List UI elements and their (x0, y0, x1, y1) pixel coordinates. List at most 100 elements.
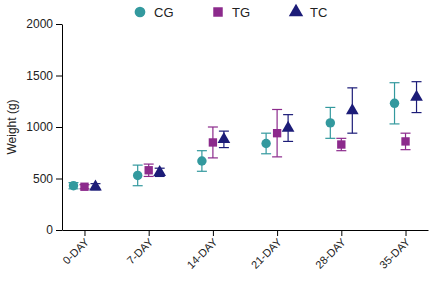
legend-label: CG (154, 5, 174, 20)
error-cap (390, 82, 400, 83)
error-cap (283, 114, 293, 115)
tick-label: 7-DAY (124, 235, 155, 266)
tick-mark (341, 230, 342, 236)
tick-label: 0-DAY (60, 235, 91, 266)
point (282, 121, 295, 132)
point (337, 140, 345, 148)
tick: 0-DAY (60, 230, 91, 266)
error-cap (272, 156, 282, 157)
tick-label: 21-DAY (249, 235, 285, 271)
legend-marker (289, 4, 303, 16)
error-cap (133, 165, 143, 166)
error-cap (347, 87, 357, 88)
tick-mark (56, 230, 62, 231)
tick-mark (56, 179, 62, 180)
tick-mark (277, 230, 278, 236)
tick-mark (84, 230, 85, 236)
error-cap (272, 109, 282, 110)
legend-marker (135, 7, 146, 18)
error-cap (283, 141, 293, 142)
error-cap (347, 133, 357, 134)
error-bar (272, 109, 282, 156)
tick-label: 500 (33, 172, 53, 186)
error-cap (197, 171, 207, 172)
error-cap (219, 131, 229, 132)
error-cap (336, 150, 346, 151)
error-bar (401, 133, 411, 149)
axis-line (62, 25, 63, 231)
error-cap (219, 147, 229, 148)
point (69, 181, 78, 190)
error-bar (261, 133, 271, 154)
error-cap (144, 163, 154, 164)
legend-item: TC (289, 4, 328, 20)
tick-mark (56, 24, 62, 25)
point (89, 179, 102, 190)
error-cap (197, 150, 207, 151)
tick: 21-DAY (249, 230, 285, 271)
point (145, 166, 153, 174)
legend: CG TG TC (135, 4, 328, 20)
point (410, 90, 423, 101)
error-cap (208, 157, 218, 158)
point (153, 165, 166, 176)
error-bar (208, 127, 218, 158)
series (79, 109, 410, 190)
tick-label: 35-DAY (377, 235, 413, 271)
legend-item: TG (213, 5, 250, 20)
tick-label: 0 (46, 223, 53, 237)
axis-line (63, 230, 429, 231)
tick: 14-DAY (184, 230, 220, 271)
error-cap (401, 149, 411, 150)
point (197, 156, 206, 165)
legend-item: CG (135, 5, 174, 20)
error-cap (325, 138, 335, 139)
legend-label: TG (232, 5, 250, 20)
error-cap (390, 123, 400, 124)
error-cap (208, 126, 218, 127)
tick-mark (149, 230, 150, 236)
error-cap (401, 133, 411, 134)
error-cap (412, 81, 422, 82)
point (261, 139, 270, 148)
tick-label: 14-DAY (184, 235, 220, 271)
tick: 1000 (26, 120, 62, 134)
tick-label: 2000 (26, 17, 53, 31)
error-bar (336, 138, 346, 150)
tick: 2000 (26, 17, 62, 31)
tick-mark (406, 230, 407, 236)
error-bar (197, 151, 207, 172)
tick-mark (56, 127, 62, 128)
error-cap (133, 185, 143, 186)
error-bar (144, 164, 154, 176)
point (326, 118, 335, 127)
tick-mark (213, 230, 214, 236)
y-axis: 0 500 1000 1500 2000 (26, 17, 62, 237)
error-bar (325, 107, 335, 138)
error-bar (133, 165, 143, 186)
point (346, 103, 359, 114)
tick: 35-DAY (377, 230, 413, 271)
error-cap (261, 153, 271, 154)
series (89, 82, 423, 191)
y-axis-title: Weight (g) (5, 99, 19, 154)
tick: 28-DAY (313, 230, 349, 271)
tick-label: 28-DAY (313, 235, 349, 271)
series (68, 83, 399, 191)
error-cap (144, 176, 154, 177)
x-axis: 0-DAY 7-DAY 14-DAY 21-DAY 28-DAY 35-DAY (60, 230, 428, 271)
marks (68, 82, 422, 191)
error-cap (325, 107, 335, 108)
point (273, 129, 281, 137)
error-cap (261, 133, 271, 134)
legend-marker (213, 7, 222, 16)
tick: 0 (46, 223, 62, 237)
tick: 1500 (26, 69, 62, 83)
tick-mark (56, 76, 62, 77)
plot: 0 500 1000 1500 2000 0-DAY 7-DAY 14-DAY 21-DAY 28… (26, 17, 428, 270)
point (133, 171, 142, 180)
error-cap (412, 112, 422, 113)
error-cap (336, 138, 346, 139)
tick: 500 (33, 172, 62, 186)
error-bar (390, 83, 400, 124)
